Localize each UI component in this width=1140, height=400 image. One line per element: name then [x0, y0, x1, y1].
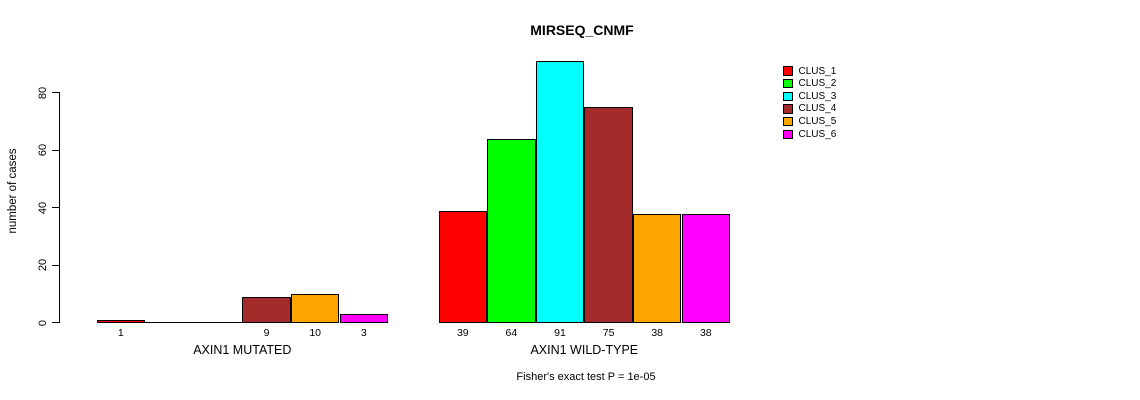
- bar-value-label: 1: [117, 326, 124, 339]
- legend-item: CLUS_2: [783, 78, 837, 90]
- y-tick-label: 40: [37, 201, 49, 214]
- bar-clus_5-group1: [290, 294, 340, 323]
- legend-item: CLUS_6: [783, 128, 837, 140]
- y-tick-mark: [52, 207, 59, 208]
- y-tick-label: 80: [37, 86, 49, 99]
- legend-item: CLUS_1: [783, 65, 837, 77]
- bar-clus_6-group1: [339, 314, 389, 323]
- bar-clus_6-group2: [681, 213, 731, 323]
- legend-label: CLUS_3: [798, 90, 837, 102]
- legend-swatch-clus_1: [783, 66, 793, 76]
- bar-clus_3-group1: [193, 322, 243, 323]
- annotation-text: Fisher's exact test P = 1e-05: [516, 371, 656, 383]
- y-tick-mark: [52, 92, 59, 93]
- bar-value-label: 91: [554, 326, 566, 339]
- bar-value-label: 39: [456, 326, 469, 339]
- x-category-label: AXIN1 WILD-TYPE: [530, 343, 639, 357]
- bar-clus_1-group2: [438, 210, 488, 323]
- bar-value-label: 75: [602, 326, 615, 339]
- legend-label: CLUS_6: [798, 128, 837, 140]
- legend-swatch-clus_4: [783, 104, 793, 114]
- bar-clus_5-group2: [632, 213, 682, 323]
- legend-swatch-clus_5: [783, 116, 793, 127]
- bar-value-label: 3: [360, 326, 367, 339]
- legend-swatch-clus_6: [783, 129, 793, 140]
- y-tick-mark: [52, 322, 59, 323]
- y-tick-label: 60: [37, 143, 49, 157]
- bar-clus_1-group1: [96, 320, 146, 323]
- y-tick-mark: [52, 149, 59, 151]
- legend-label: CLUS_2: [798, 78, 837, 90]
- y-axis-line: [59, 92, 60, 323]
- bar-clus_2-group1: [145, 322, 194, 323]
- x-category-label: AXIN1 MUTATED: [193, 343, 292, 357]
- y-tick-label: 20: [37, 258, 49, 272]
- legend-swatch-clus_2: [783, 78, 793, 89]
- bar-value-label: 38: [699, 326, 712, 339]
- legend-label: CLUS_4: [798, 103, 837, 115]
- bar-value-label: 38: [651, 326, 664, 339]
- y-tick-mark: [52, 264, 59, 266]
- bar-value-label: 10: [309, 326, 322, 339]
- bar-clus_4-group2: [584, 107, 633, 323]
- legend-label: CLUS_1: [798, 65, 837, 77]
- bar-clus_4-group1: [242, 297, 291, 323]
- chart-title: MIRSEQ_CNMF: [530, 22, 634, 38]
- legend-item: CLUS_3: [783, 90, 837, 102]
- bar-value-label: 64: [505, 326, 518, 339]
- legend-label: CLUS_5: [798, 116, 837, 128]
- bar-value-label: 9: [263, 326, 270, 339]
- y-axis-label: number of cases: [6, 148, 19, 234]
- y-tick-label: 0: [37, 319, 49, 326]
- legend-swatch-clus_3: [783, 91, 793, 102]
- bar-clus_3-group2: [535, 61, 585, 323]
- bar-clus_2-group2: [487, 139, 536, 323]
- legend-item: CLUS_5: [783, 116, 837, 128]
- legend-item: CLUS_4: [783, 103, 837, 115]
